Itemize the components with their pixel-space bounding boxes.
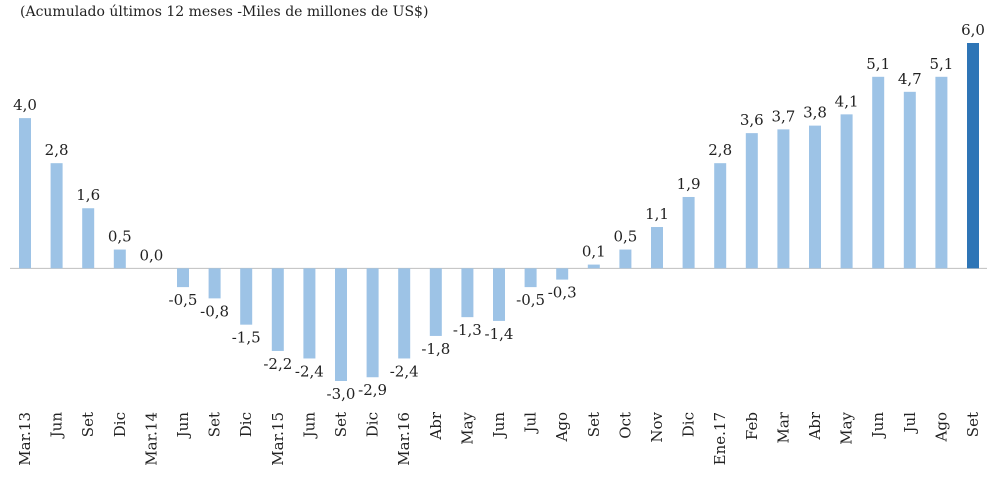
x-tick-label: Set bbox=[585, 412, 603, 437]
data-label: 0,5 bbox=[108, 228, 132, 246]
bar bbox=[177, 268, 189, 288]
x-tick-label: Set bbox=[964, 412, 982, 437]
x-tick-label: Jun bbox=[174, 412, 192, 440]
bar bbox=[935, 76, 948, 269]
bar bbox=[872, 76, 885, 269]
data-label: 1,9 bbox=[677, 175, 701, 193]
x-tick-label: Set bbox=[332, 412, 350, 437]
data-label: 4,7 bbox=[898, 70, 922, 88]
data-label: -1,8 bbox=[421, 340, 450, 358]
x-tick-label: Dic bbox=[111, 412, 129, 437]
bar bbox=[208, 268, 221, 299]
bar bbox=[398, 268, 411, 359]
bar bbox=[619, 249, 632, 269]
bar bbox=[903, 91, 916, 269]
x-tick-label: Mar.14 bbox=[142, 412, 160, 466]
data-label: -0,3 bbox=[548, 284, 577, 302]
data-label: 1,1 bbox=[645, 205, 669, 223]
bar bbox=[556, 268, 569, 280]
bar bbox=[651, 227, 663, 269]
x-tick-label: Jun bbox=[490, 412, 508, 440]
bar bbox=[461, 268, 474, 318]
x-tick-label: Mar.15 bbox=[269, 412, 287, 466]
data-label: 6,0 bbox=[961, 21, 985, 39]
x-tick-label: Mar.13 bbox=[16, 412, 34, 466]
data-label: 3,6 bbox=[740, 111, 764, 129]
x-tick-label: Abr bbox=[427, 411, 445, 440]
bar bbox=[840, 114, 853, 269]
data-label: 1,6 bbox=[76, 186, 100, 204]
x-tick-label: Dic bbox=[680, 412, 698, 437]
data-label: -0,5 bbox=[169, 291, 198, 309]
x-tick-label: Dic bbox=[237, 412, 255, 437]
data-label: 0,5 bbox=[613, 228, 637, 246]
data-label: 0,1 bbox=[582, 243, 606, 261]
data-label: -3,0 bbox=[327, 385, 356, 403]
x-tick-label: Jun bbox=[300, 412, 318, 440]
bar bbox=[745, 133, 758, 269]
data-label: 4,1 bbox=[835, 92, 859, 110]
x-tick-label: Oct bbox=[616, 412, 634, 439]
data-label: 5,1 bbox=[929, 55, 953, 73]
x-tick-label: Ago bbox=[932, 412, 950, 442]
data-label: -0,8 bbox=[200, 302, 229, 320]
bar bbox=[967, 43, 979, 269]
chart-subtitle: (Acumulado últimos 12 meses -Miles de mi… bbox=[20, 4, 428, 20]
x-tick-label: Jun bbox=[48, 412, 66, 440]
bar bbox=[524, 268, 537, 288]
data-label: 2,8 bbox=[45, 141, 69, 159]
x-tick-label: May bbox=[458, 411, 476, 444]
bar bbox=[809, 125, 821, 269]
x-tick-label: Jul bbox=[522, 412, 540, 435]
data-label: 5,1 bbox=[866, 55, 890, 73]
x-tick-label: Jun bbox=[869, 412, 887, 440]
bar bbox=[682, 196, 695, 269]
x-tick-label: Mar.16 bbox=[395, 412, 413, 466]
x-tick-label: Set bbox=[79, 412, 97, 437]
x-tick-label: Nov bbox=[648, 411, 666, 442]
bar bbox=[366, 268, 379, 378]
data-label: -1,3 bbox=[453, 321, 482, 339]
bar bbox=[429, 268, 442, 336]
data-label: 4,0 bbox=[13, 96, 37, 114]
x-tick-label: Abr bbox=[806, 411, 824, 440]
data-label: -1,4 bbox=[485, 325, 514, 343]
x-tick-label: Feb bbox=[743, 412, 761, 440]
data-label: -2,4 bbox=[390, 362, 419, 380]
x-tick-label: Set bbox=[206, 412, 224, 437]
x-tick-label: Dic bbox=[364, 412, 382, 437]
bar bbox=[493, 268, 505, 321]
bar bbox=[82, 208, 95, 269]
x-tick-label: May bbox=[838, 411, 856, 444]
data-label: -1,5 bbox=[232, 329, 261, 347]
data-label: -2,9 bbox=[358, 381, 387, 399]
x-tick-label: Ago bbox=[553, 412, 571, 442]
bar bbox=[777, 129, 790, 269]
bar bbox=[587, 264, 600, 269]
data-label: 0,0 bbox=[139, 246, 163, 264]
bar bbox=[240, 268, 253, 325]
x-tick-label: Mar bbox=[774, 411, 792, 443]
data-label: 3,8 bbox=[803, 104, 827, 122]
bar bbox=[714, 163, 727, 269]
data-label: 2,8 bbox=[708, 141, 732, 159]
bar bbox=[271, 268, 284, 351]
x-tick-label: Jul bbox=[901, 412, 919, 435]
bar bbox=[113, 249, 126, 269]
bar bbox=[19, 118, 31, 269]
bar bbox=[50, 163, 63, 269]
data-label: -2,4 bbox=[295, 362, 324, 380]
data-label: -2,2 bbox=[263, 355, 292, 373]
bar bbox=[335, 268, 347, 381]
bar bbox=[303, 268, 316, 359]
data-label: 3,7 bbox=[771, 107, 795, 125]
x-tick-label: Ene.17 bbox=[711, 412, 729, 465]
data-label: -0,5 bbox=[516, 291, 545, 309]
